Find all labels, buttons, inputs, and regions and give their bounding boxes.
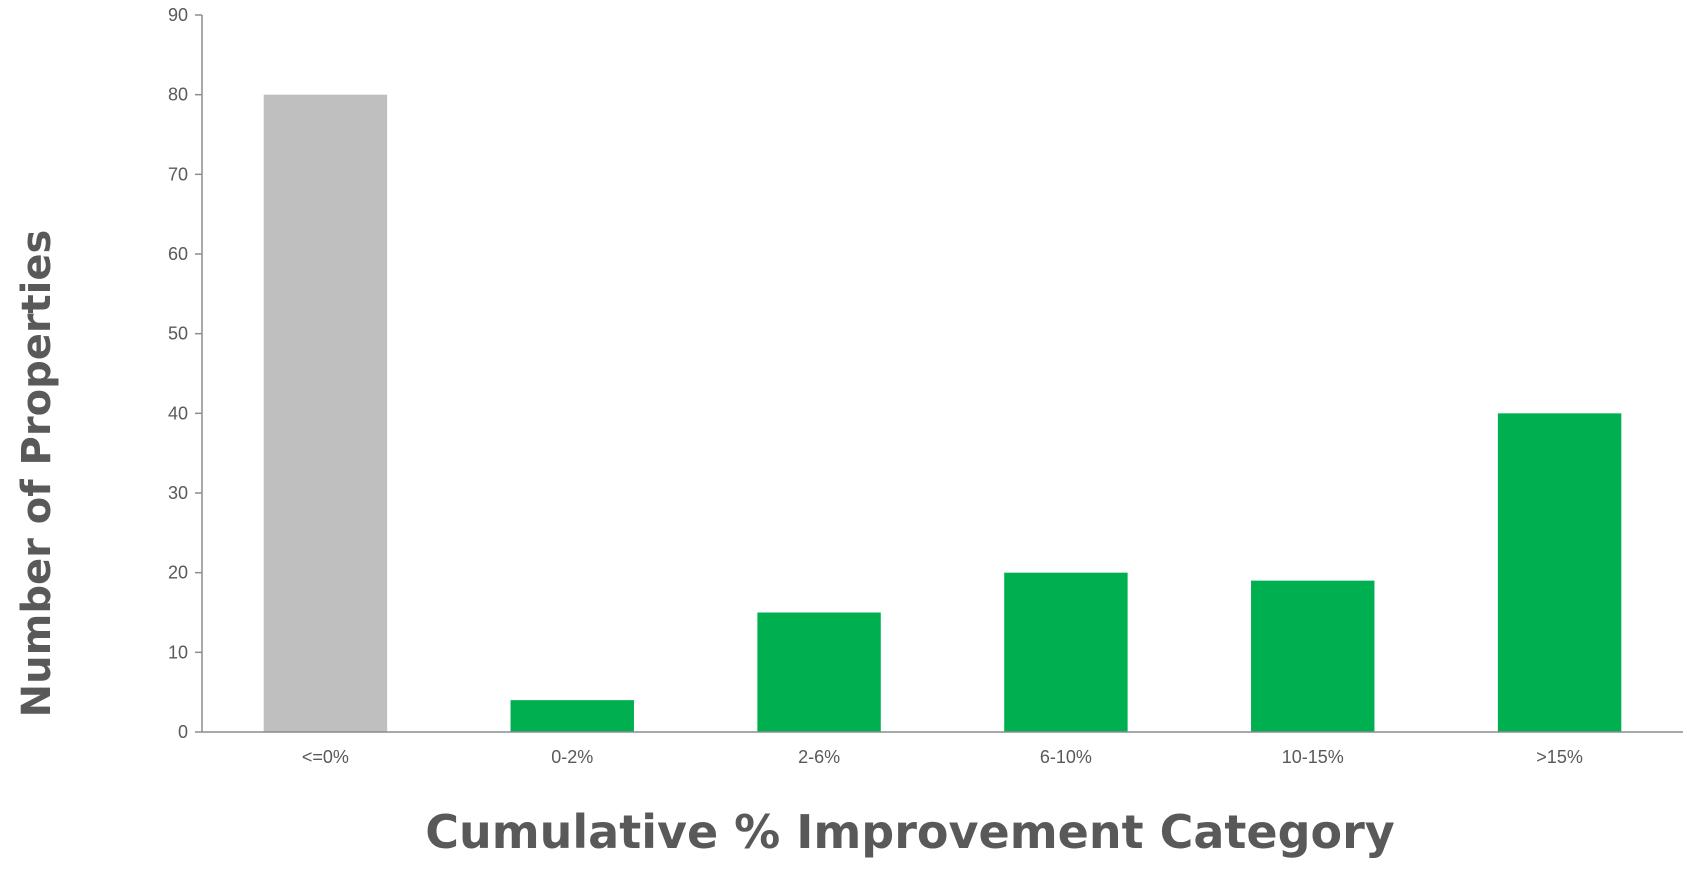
y-tick-label: 80 (168, 85, 188, 105)
y-axis-title: Number of Properties (14, 230, 60, 718)
x-tick-label: <=0% (302, 747, 349, 767)
y-axis: 0 10 20 30 40 50 60 70 80 90 (168, 5, 203, 742)
x-axis-title: Cumulative % Improvement Category (425, 805, 1395, 859)
bars (263, 94, 1622, 732)
y-tick-label: 90 (168, 5, 188, 25)
y-tick-label: 0 (178, 722, 188, 742)
bar-5 (1251, 580, 1375, 732)
bar-2 (510, 700, 634, 732)
bar-6 (1497, 413, 1622, 732)
y-tick-label: 30 (168, 483, 188, 503)
x-axis: <=0% 0-2% 2-6% 6-10% 10-15% >15% (202, 731, 1683, 767)
y-tick-label: 50 (168, 324, 188, 344)
y-tick-label: 20 (168, 563, 188, 583)
x-tick-label: 2-6% (798, 747, 840, 767)
x-tick-label: 10-15% (1282, 747, 1344, 767)
x-tick-label: >15% (1536, 747, 1583, 767)
y-tick-label: 60 (168, 244, 188, 264)
x-tick-label: 0-2% (551, 747, 593, 767)
bar-3 (757, 612, 881, 732)
bar-1 (263, 94, 388, 732)
x-tick-label: 6-10% (1040, 747, 1092, 767)
y-tick-label: 10 (168, 642, 188, 662)
bar-4 (1004, 572, 1128, 732)
y-tick-label: 40 (168, 403, 188, 423)
y-tick-label: 70 (168, 164, 188, 184)
